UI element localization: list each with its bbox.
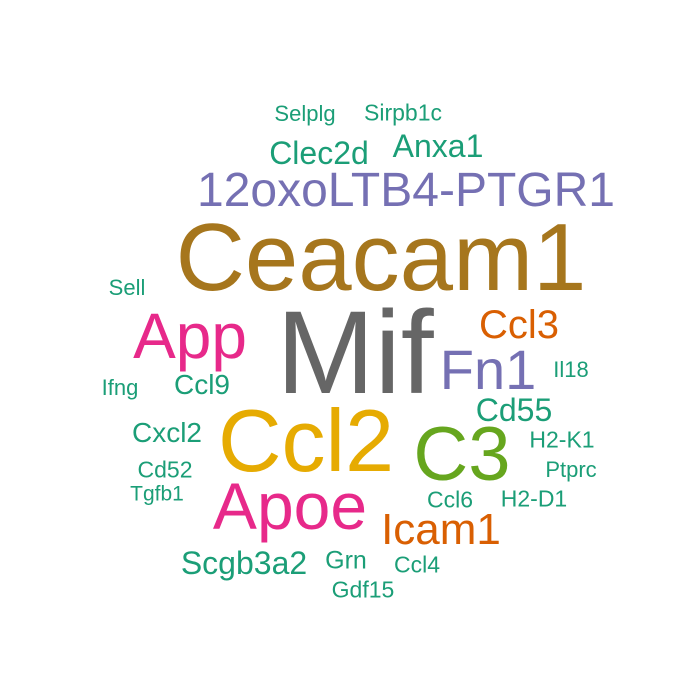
word-ccl4: Ccl4 <box>393 551 441 578</box>
word-gdf15: Gdf15 <box>331 576 395 603</box>
word-tgfb1: Tgfb1 <box>130 482 184 506</box>
word-cxcl2: Cxcl2 <box>131 417 203 448</box>
word-mif: Mif <box>276 287 434 419</box>
word-app: App <box>133 300 247 372</box>
word-ccl9: Ccl9 <box>173 369 231 400</box>
word-icam1: Icam1 <box>381 505 501 554</box>
word-il18: Il18 <box>553 357 589 382</box>
word-h2-k1: H2-K1 <box>529 426 595 453</box>
word-h2-d1: H2-D1 <box>500 485 568 512</box>
word-12oxoltb4-ptgr1: 12oxoLTB4-PTGR1 <box>197 164 615 217</box>
word-fn1: Fn1 <box>439 338 537 401</box>
word-sell: Sell <box>108 275 146 300</box>
word-grn: Grn <box>325 546 367 575</box>
word-sirpb1c: Sirpb1c <box>364 99 442 126</box>
word-ceacam1: Ceacam1 <box>175 204 587 311</box>
word-selplg: Selplg <box>274 101 336 126</box>
word-anxa1: Anxa1 <box>392 128 484 164</box>
word-cd52: Cd52 <box>137 456 193 483</box>
word-ccl3: Ccl3 <box>478 303 560 347</box>
word-scgb3a2: Scgb3a2 <box>180 545 308 581</box>
word-ifng: Ifng <box>101 375 139 400</box>
word-apoe: Apoe <box>212 469 368 543</box>
word-c3: C3 <box>413 412 511 497</box>
word-ccl2: Ccl2 <box>217 391 395 490</box>
word-cd55: Cd55 <box>475 392 553 428</box>
word-ptprc: Ptprc <box>545 457 597 482</box>
word-clec2d: Clec2d <box>269 135 369 171</box>
word-ccl6: Ccl6 <box>426 486 474 513</box>
